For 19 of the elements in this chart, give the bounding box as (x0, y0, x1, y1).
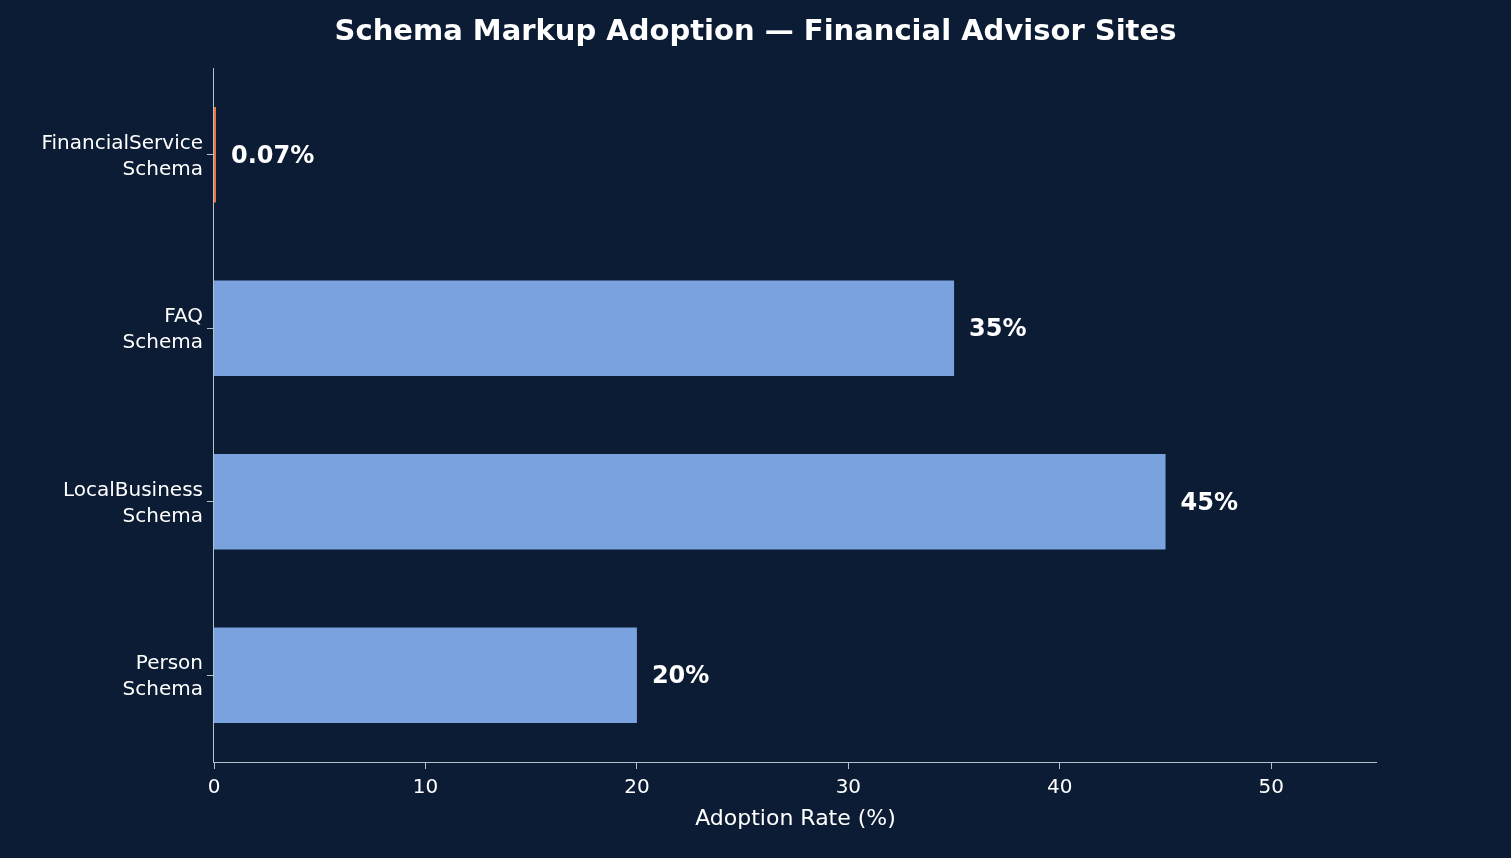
bar (214, 280, 955, 376)
data-label: 35% (957, 314, 1027, 343)
data-label: 20% (639, 661, 710, 690)
y-tick-label: FAQ Schema (122, 303, 203, 354)
x-axis-title: Adoption Rate (%) (695, 804, 896, 830)
x-tick-label: 20 (624, 774, 650, 798)
chart-title: Schema Markup Adoption — Financial Advisor Sites (334, 13, 1177, 48)
x-tick-label: 50 (1258, 774, 1284, 798)
x-tick-label: 40 (1047, 774, 1073, 798)
x-tick-label: 10 (412, 774, 439, 798)
x-tick-label: 0 (207, 774, 221, 798)
data-label: 0.07% (219, 140, 315, 169)
y-tick-label: FinancialService Schema (41, 129, 203, 180)
bar (214, 454, 1166, 550)
y-tick-label: Person Schema (122, 650, 203, 701)
x-tick-label: 30 (835, 774, 862, 798)
data-label: 45% (1168, 487, 1238, 516)
bar (214, 627, 637, 723)
y-tick-label: LocalBusiness Schema (62, 476, 203, 527)
